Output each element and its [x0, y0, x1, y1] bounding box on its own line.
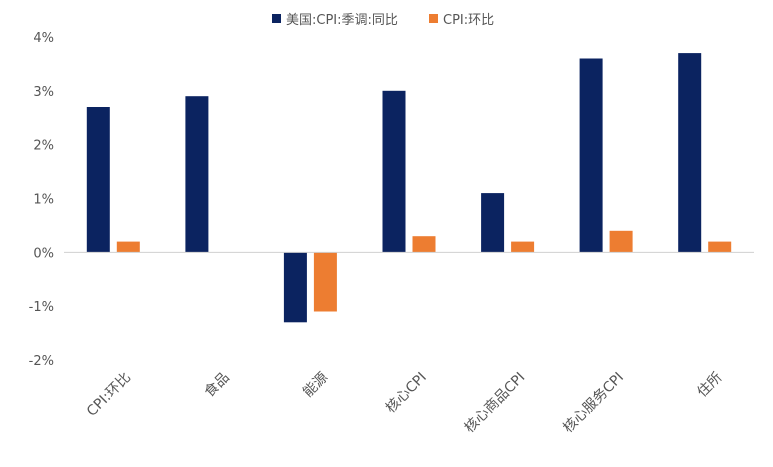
- y-tick-label: -1%: [29, 300, 54, 315]
- category-label: 核心服务CPI: [560, 370, 627, 437]
- bar-series-0: [579, 58, 603, 253]
- legend-label-series-0: 美国:CPI:季调:同比: [286, 13, 398, 28]
- bar-series-1: [511, 241, 535, 253]
- bar-series-1: [609, 230, 633, 253]
- y-axis: -2% -1% 0% 1% 2% 3% 4%: [29, 31, 54, 369]
- bar-series-1: [708, 241, 732, 253]
- y-tick-label: 1%: [33, 193, 54, 208]
- y-tick-label: -2%: [29, 354, 54, 369]
- bar-series-1: [116, 241, 140, 253]
- category-label: 能源: [300, 370, 331, 401]
- category-label: CPI:环比: [84, 370, 134, 420]
- bar-series-0: [283, 252, 307, 323]
- bar-series-1: [313, 252, 337, 312]
- y-tick-label: 3%: [33, 85, 54, 100]
- legend-swatch-series-0: [272, 14, 281, 23]
- bar-series-0: [86, 107, 110, 253]
- y-tick-label: 2%: [33, 139, 54, 154]
- category-label: 核心CPI: [383, 370, 430, 417]
- bar-series-0: [185, 96, 209, 253]
- y-tick-label: 4%: [33, 31, 54, 46]
- legend: 美国:CPI:季调:同比 CPI:环比: [272, 13, 494, 28]
- bar-series-1: [412, 236, 436, 253]
- category-label: 食品: [201, 369, 233, 401]
- category-label: 住所: [694, 370, 725, 401]
- bar-series-0: [382, 90, 406, 253]
- category-label: 核心商品CPI: [462, 370, 529, 437]
- bar-series-0: [481, 193, 505, 253]
- bar-series-0: [678, 53, 702, 253]
- y-tick-label: 0%: [33, 246, 54, 261]
- x-axis: CPI:环比 食品 能源 核心CPI 核心商品CPI 核心服务CPI 住所: [84, 369, 726, 436]
- legend-label-series-1: CPI:环比: [443, 13, 494, 28]
- bars: [86, 53, 732, 323]
- legend-swatch-series-1: [429, 14, 438, 23]
